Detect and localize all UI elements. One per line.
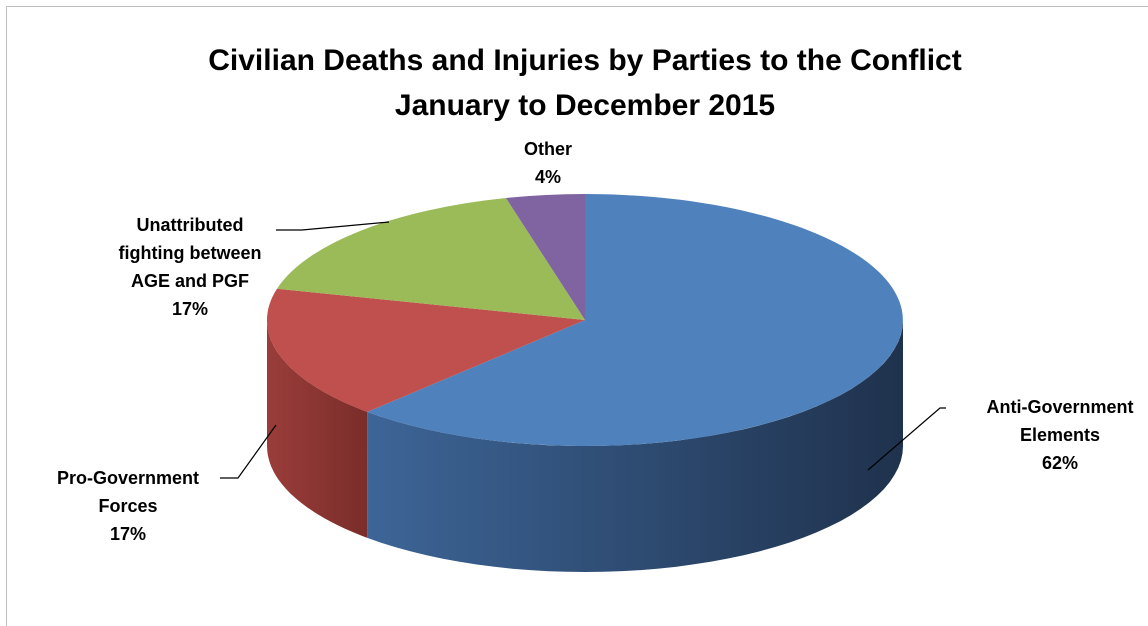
label-unattributed-line-3: AGE and PGF	[131, 271, 249, 291]
data-label-anti-government: Anti-Government Elements 62%	[986, 397, 1133, 473]
leader-line-anti-government	[867, 407, 946, 471]
label-unattributed-line-2: fighting between	[119, 243, 262, 263]
label-other-value: 4%	[535, 167, 561, 187]
label-unattributed-line-1: Unattributed	[137, 215, 244, 235]
pie-slice-other	[505, 194, 585, 320]
label-other-line-1: Other	[524, 139, 572, 159]
pie-side-pro-government	[267, 320, 368, 538]
label-anti-government-line-1: Anti-Government	[986, 397, 1133, 417]
leader-line-pro-government	[220, 424, 277, 479]
label-unattributed-value: 17%	[172, 299, 208, 319]
chart-title-line-2: January to December 2015	[395, 89, 775, 122]
label-pro-government-value: 17%	[110, 524, 146, 544]
chart-title-line-1: Civilian Deaths and Injuries by Parties …	[208, 44, 962, 77]
data-label-pro-government: Pro-Government Forces 17%	[57, 468, 199, 544]
pie-slice-anti-government	[367, 194, 903, 446]
label-pro-government-line-2: Forces	[98, 496, 157, 516]
chart-frame	[6, 6, 1148, 626]
label-anti-government-line-2: Elements	[1020, 425, 1100, 445]
pie-side-anti-government	[367, 320, 903, 572]
data-label-other: Other 4%	[524, 139, 572, 187]
leader-line-unattributed	[276, 221, 390, 231]
label-anti-government-value: 62%	[1042, 453, 1078, 473]
data-label-unattributed: Unattributed fighting between AGE and PG…	[119, 215, 262, 319]
pie-slice-pro-government	[266, 288, 585, 412]
label-pro-government-line-1: Pro-Government	[57, 468, 199, 488]
pie-sides	[267, 320, 903, 572]
pie-slice-unattributed	[277, 198, 585, 320]
pie-slices	[266, 194, 903, 446]
